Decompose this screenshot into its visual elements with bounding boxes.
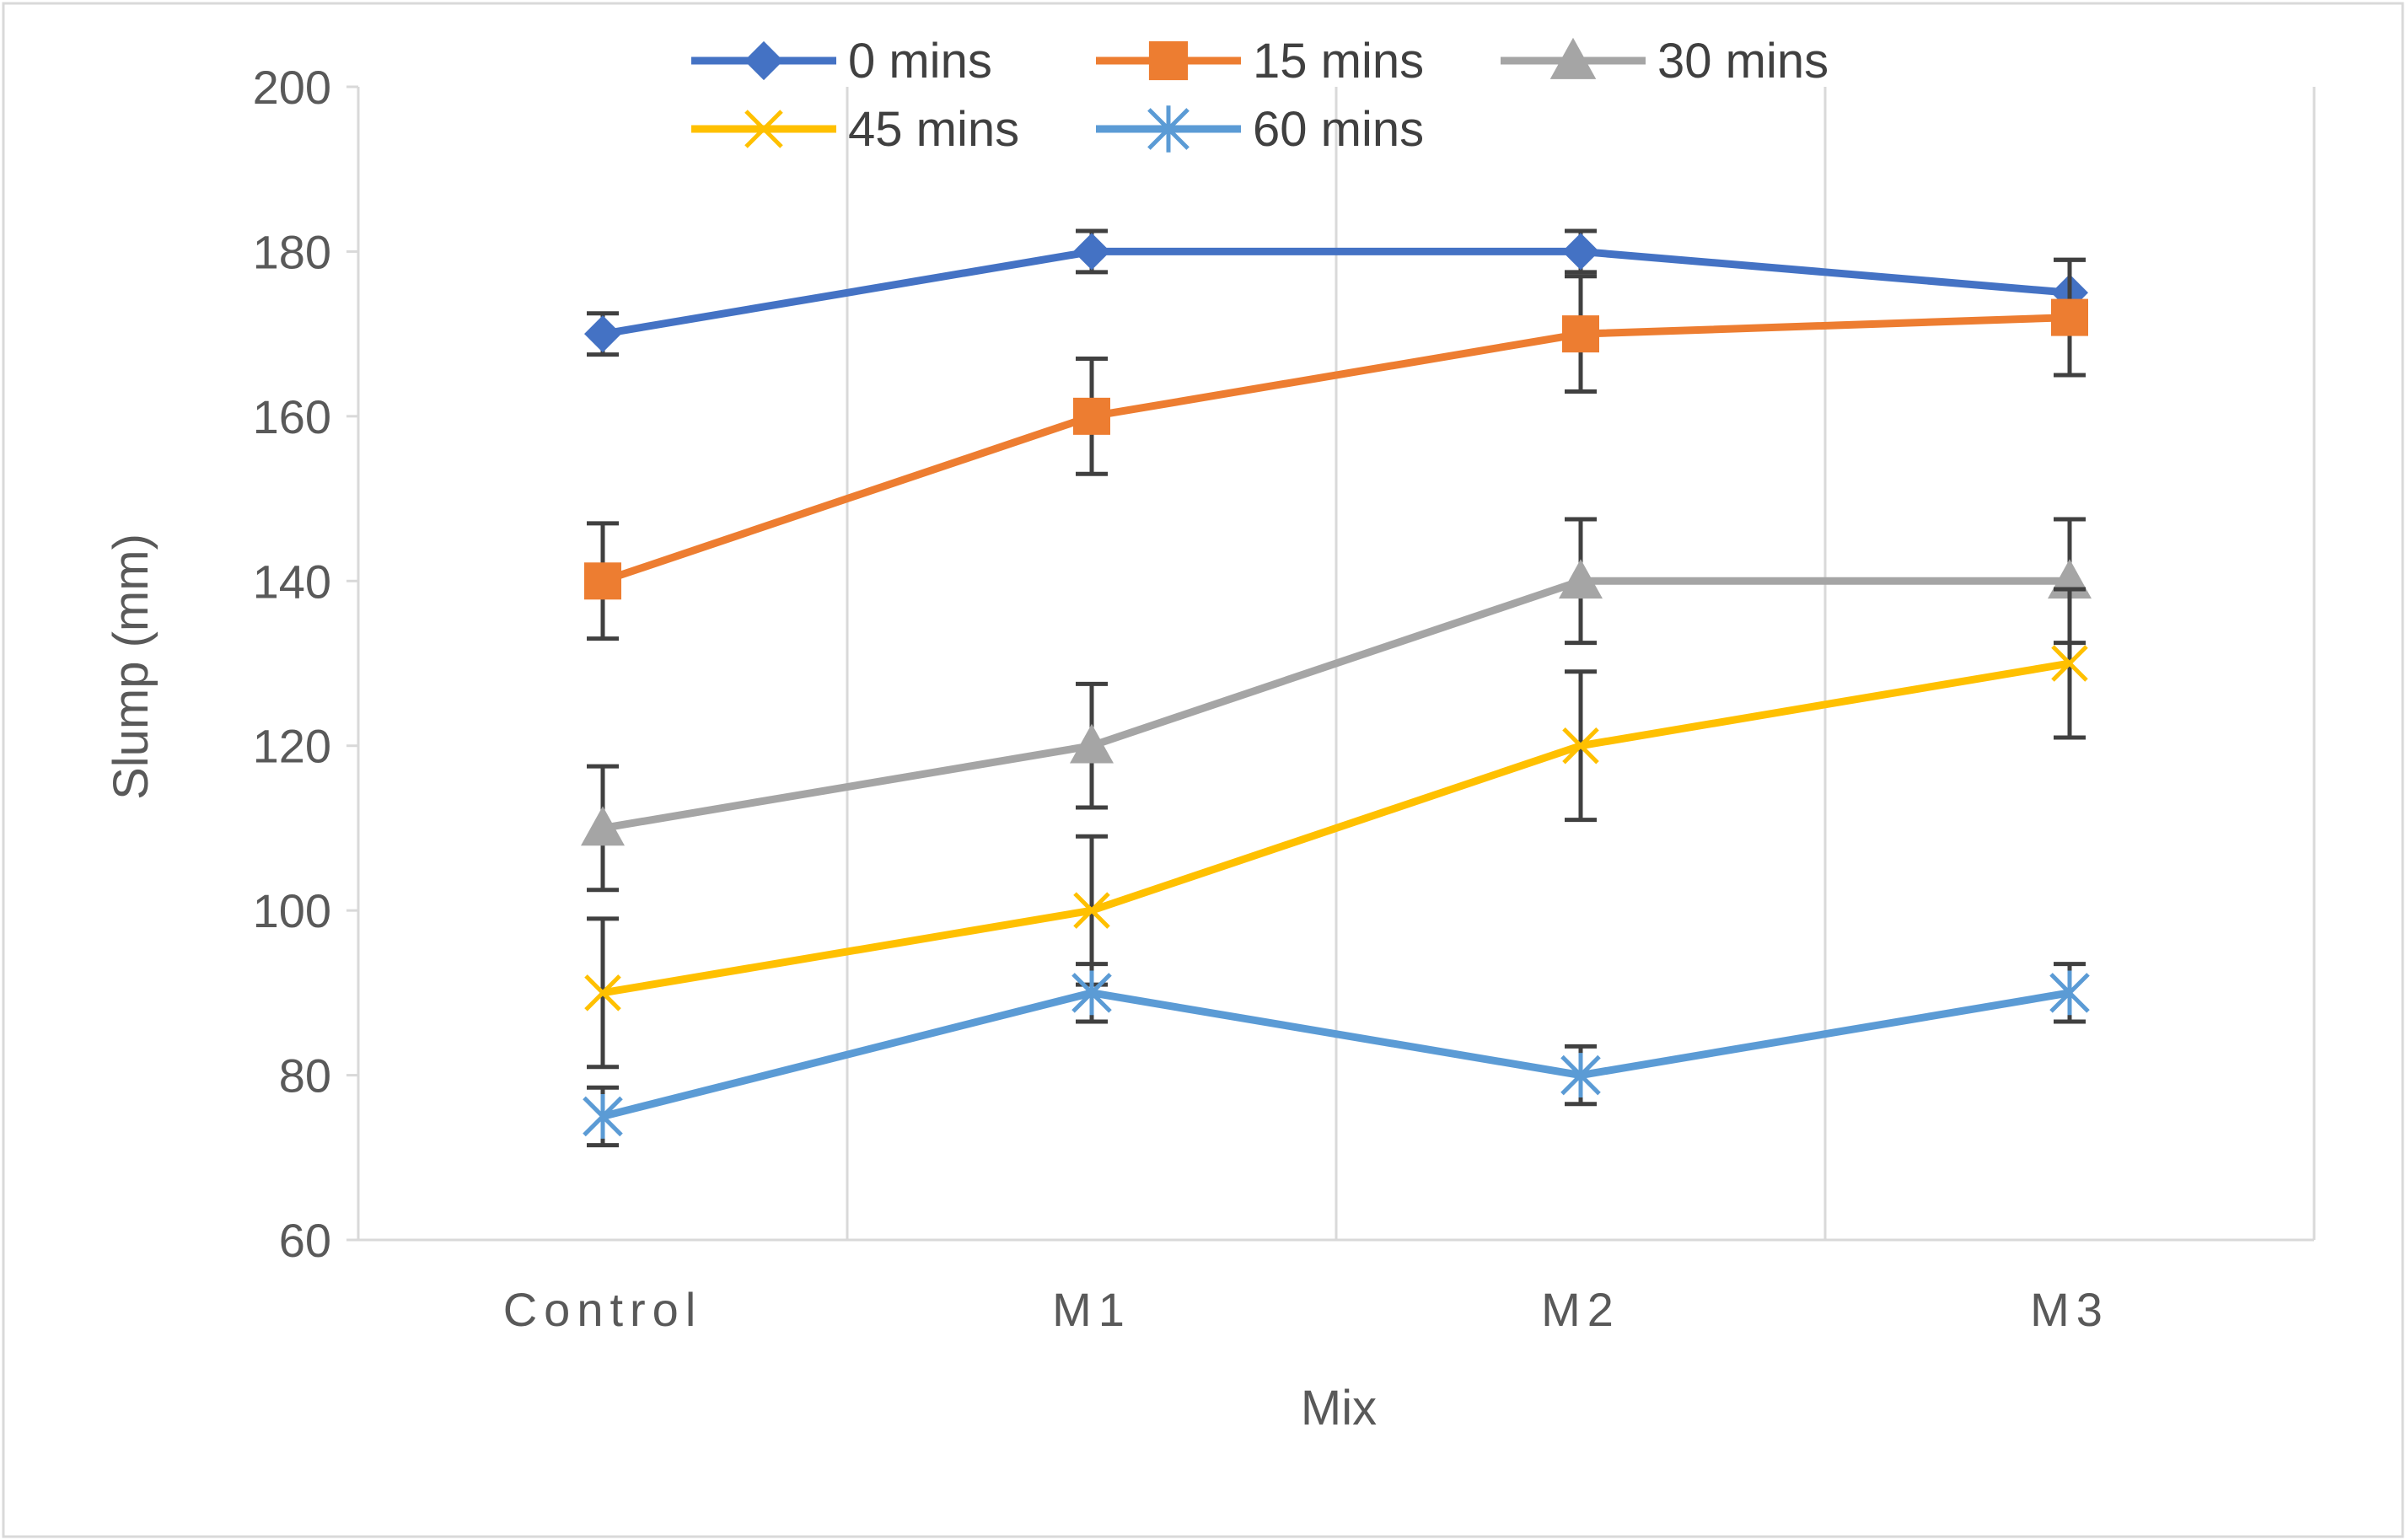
x-tick-label: M1: [1052, 1283, 1131, 1336]
star-marker: [1147, 105, 1190, 153]
data-point: [1559, 559, 1603, 599]
data-point: [1071, 970, 1112, 1016]
x-marker: [744, 110, 783, 148]
series-line: [602, 659, 2070, 997]
data-point: [2049, 970, 2090, 1016]
diamond-marker: [744, 40, 784, 81]
data-point: [583, 1094, 623, 1139]
legend-label: 15 mins: [1253, 34, 1424, 89]
y-tick-label: 100: [253, 884, 331, 937]
triangle-marker: [1549, 37, 1597, 79]
series-layer: [581, 228, 2092, 1148]
series-15-mins: [584, 257, 2088, 641]
y-tick-label: 200: [253, 61, 331, 114]
series-60-mins: [583, 962, 2090, 1148]
y-tick-label: 160: [253, 390, 331, 443]
data-point: [1562, 315, 1599, 353]
grid-layer: [357, 87, 2316, 1240]
series-line: [601, 314, 2070, 585]
x-tick-label: M2: [1541, 1283, 1620, 1336]
data-point: [1070, 723, 1114, 764]
x-tick-label: Control: [503, 1283, 703, 1336]
data-point: [584, 974, 621, 1011]
data-point: [1560, 1053, 1601, 1097]
data-point: [1073, 233, 1110, 271]
square-marker: [1148, 40, 1189, 81]
x-axis-title: Mix: [1301, 1381, 1377, 1435]
series-line: [601, 989, 2070, 1120]
legend-item: 0 mins: [691, 34, 992, 89]
data-point: [584, 562, 621, 600]
data-point: [584, 315, 621, 353]
legend-label: 60 mins: [1253, 102, 1424, 157]
legend-label: 45 mins: [848, 102, 1019, 157]
y-tick-label: 180: [253, 225, 331, 278]
legend-label: 30 mins: [1657, 34, 1829, 89]
data-point: [1562, 233, 1599, 271]
legend-item: 45 mins: [691, 102, 1019, 157]
y-tick-label: 140: [253, 555, 331, 608]
data-point: [2051, 645, 2088, 682]
x-tick-label: M3: [2030, 1283, 2109, 1336]
legend-layer: 0 mins 15 mins 30 mins 45 mins 60 mins: [691, 34, 1829, 157]
y-axis-title: Slump (mm): [104, 534, 158, 800]
y-tick-label: 60: [279, 1214, 331, 1267]
legend-item: 30 mins: [1501, 34, 1829, 89]
legend-item: 15 mins: [1096, 34, 1424, 89]
legend-item: 60 mins: [1096, 102, 1424, 157]
series-line: [602, 247, 2070, 338]
y-tick-label: 80: [279, 1049, 331, 1103]
series-45-mins: [584, 587, 2088, 1070]
series-line: [602, 577, 2070, 832]
data-point: [1073, 892, 1110, 929]
data-point: [1073, 397, 1110, 435]
data-point: [2051, 298, 2088, 336]
data-point: [1562, 727, 1599, 765]
axis-layer: 60 80 100 120 140 160 180 200 Control M1 M2 M3: [253, 61, 2314, 1336]
y-tick-label: 120: [253, 720, 331, 773]
legend-label: 0 mins: [848, 34, 992, 89]
data-point: [581, 806, 625, 846]
